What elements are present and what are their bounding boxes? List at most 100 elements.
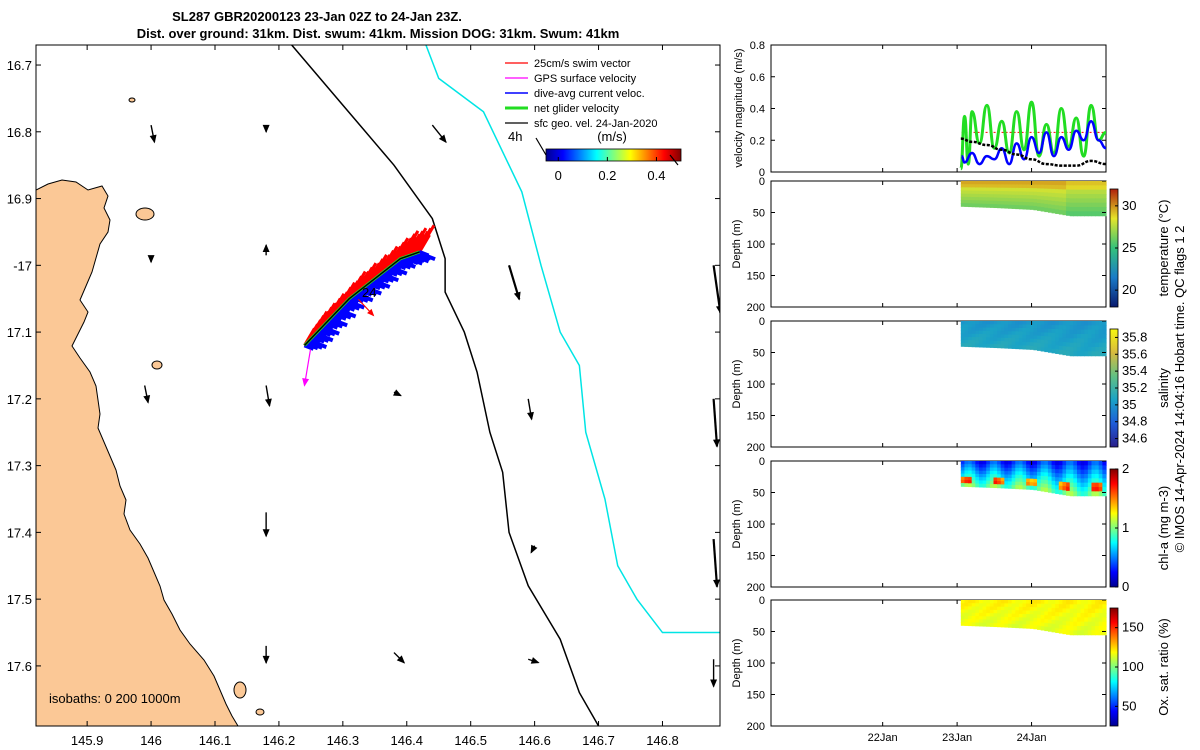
salinity-section-cell	[1084, 333, 1089, 339]
salinity-section-cell	[1047, 348, 1053, 353]
salinity-section-cell	[1062, 346, 1067, 351]
map-ytick-label: 17.3	[7, 459, 32, 474]
salinity-section-cell	[1000, 327, 1005, 332]
oxygen-section-cell	[1102, 604, 1107, 610]
oxygen-section-cell	[1040, 603, 1045, 609]
salinity-section-cell	[997, 334, 1002, 339]
temperature-section-cell	[1051, 184, 1056, 190]
temperature-section-cell	[960, 187, 966, 192]
salinity-section-cell	[993, 327, 998, 332]
chla-section-cell	[1000, 467, 1005, 472]
salinity-section-cell	[993, 340, 998, 345]
salinity-section-cell	[1051, 336, 1056, 342]
chla-section-cell	[964, 480, 969, 484]
salinity-section-cell	[1080, 321, 1085, 326]
chla-section-cell	[1055, 469, 1060, 474]
chla-section-cell	[997, 474, 1002, 479]
temperature-section-cell	[1069, 211, 1074, 217]
chla-section-cell	[1015, 485, 1020, 490]
chla-section-cell	[1015, 478, 1020, 483]
oxygen-section-cell	[986, 619, 991, 624]
salinity-section-cell	[1087, 338, 1093, 344]
swim-vector-24-head	[367, 308, 375, 317]
temperature-section-cell	[1102, 185, 1107, 191]
map-ytick-label: 17.1	[7, 325, 32, 340]
temperature-section-cell	[1066, 210, 1071, 216]
temperature-section-cell	[982, 203, 987, 208]
temperature-section-cell	[997, 194, 1002, 199]
legend-label-gps: GPS surface velocity	[534, 73, 637, 85]
chla-section-cell	[997, 461, 1002, 465]
chla-section-cell	[1026, 461, 1031, 466]
salinity-section-cell	[975, 321, 980, 325]
temperature-section-cell	[1040, 195, 1045, 201]
chla-section-cell	[1004, 464, 1009, 469]
temperature-section-cell	[1011, 187, 1016, 192]
oxygen-section-colorbar-label: Ox. sat. ratio (%)	[1156, 618, 1171, 716]
salinity-section-cell	[1037, 335, 1042, 340]
oxygen-section-cell	[1037, 625, 1042, 630]
date-tick-label: 23Jan	[942, 732, 972, 744]
chla-section-cell	[1076, 482, 1082, 488]
temperature-section-cell	[997, 187, 1002, 192]
salinity-section-cell	[1044, 328, 1049, 334]
chla-section-cell	[1069, 461, 1074, 466]
oxygen-section-cell	[1062, 625, 1067, 630]
salinity-section-cell	[1037, 339, 1042, 344]
temperature-section-cell	[1080, 193, 1085, 199]
chla-section-cell	[1062, 465, 1067, 470]
chla-section-cell	[1044, 464, 1049, 470]
oxygen-section-cell	[978, 616, 984, 621]
temperature-section-cell	[1044, 196, 1049, 201]
temperature-section-cell	[1000, 204, 1005, 209]
salinity-section-cell	[975, 343, 980, 348]
temperature-section-cell	[1044, 203, 1049, 209]
oxygen-section-cell	[1011, 617, 1016, 622]
oxygen-section-cell	[1084, 600, 1089, 605]
chla-section-cell	[989, 477, 995, 482]
oxygen-section-cell	[993, 609, 998, 614]
salinity-section-cell	[997, 340, 1002, 345]
salinity-section-cell	[1018, 341, 1024, 346]
chla-section-cell	[1055, 477, 1060, 482]
temperature-section-cell	[1073, 181, 1078, 186]
chla-section-cell	[1051, 464, 1056, 470]
chla-section-cell	[1084, 478, 1089, 484]
salinity-section-cell	[1080, 342, 1085, 348]
chla-section-cell	[978, 480, 984, 485]
oxygen-section-cell	[1029, 607, 1035, 612]
chla-section-cell	[964, 483, 969, 487]
oxygen-section-cell	[1037, 607, 1042, 612]
map-xtick-label: 146.1	[199, 733, 232, 748]
oxygen-section-cell	[1004, 613, 1009, 618]
oxygen-section-cell	[1087, 608, 1093, 614]
salinity-section-cell	[1033, 324, 1038, 329]
chla-section-cell	[1015, 464, 1020, 469]
chla-section-cell	[1098, 473, 1103, 479]
salinity-section-cell	[978, 343, 984, 348]
chla-section-cell	[1029, 471, 1035, 476]
chla-section-cell	[1026, 471, 1031, 476]
temperature-section-cell	[1076, 211, 1082, 217]
temperature-section-cell	[1051, 196, 1056, 202]
oxygen-section-cell	[1051, 615, 1056, 621]
temperature-section-cell	[986, 181, 991, 185]
chla-section-cell	[1062, 469, 1067, 475]
salinity-section-colorbar-tick-label: 34.8	[1122, 414, 1147, 429]
chla-section-cell	[1008, 474, 1013, 479]
oxygen-section-cell	[1076, 621, 1082, 627]
salinity-section-cell	[997, 344, 1002, 349]
temperature-section-cell	[1058, 189, 1064, 194]
oxygen-section-cell	[997, 619, 1002, 624]
temperature-section-cell	[1091, 185, 1096, 191]
salinity-section-cell	[1095, 351, 1100, 357]
chla-section-cell	[997, 464, 1002, 469]
chla-section-cell	[986, 467, 991, 472]
salinity-section-cell	[1047, 332, 1053, 338]
salinity-section-cell	[1058, 321, 1064, 326]
temperature-section-cell	[1062, 197, 1067, 203]
oxygen-section-cell	[993, 619, 998, 624]
oxygen-section-cell	[1040, 611, 1045, 616]
salinity-section-cell	[1015, 345, 1020, 350]
salinity-section-cell	[1091, 346, 1096, 352]
